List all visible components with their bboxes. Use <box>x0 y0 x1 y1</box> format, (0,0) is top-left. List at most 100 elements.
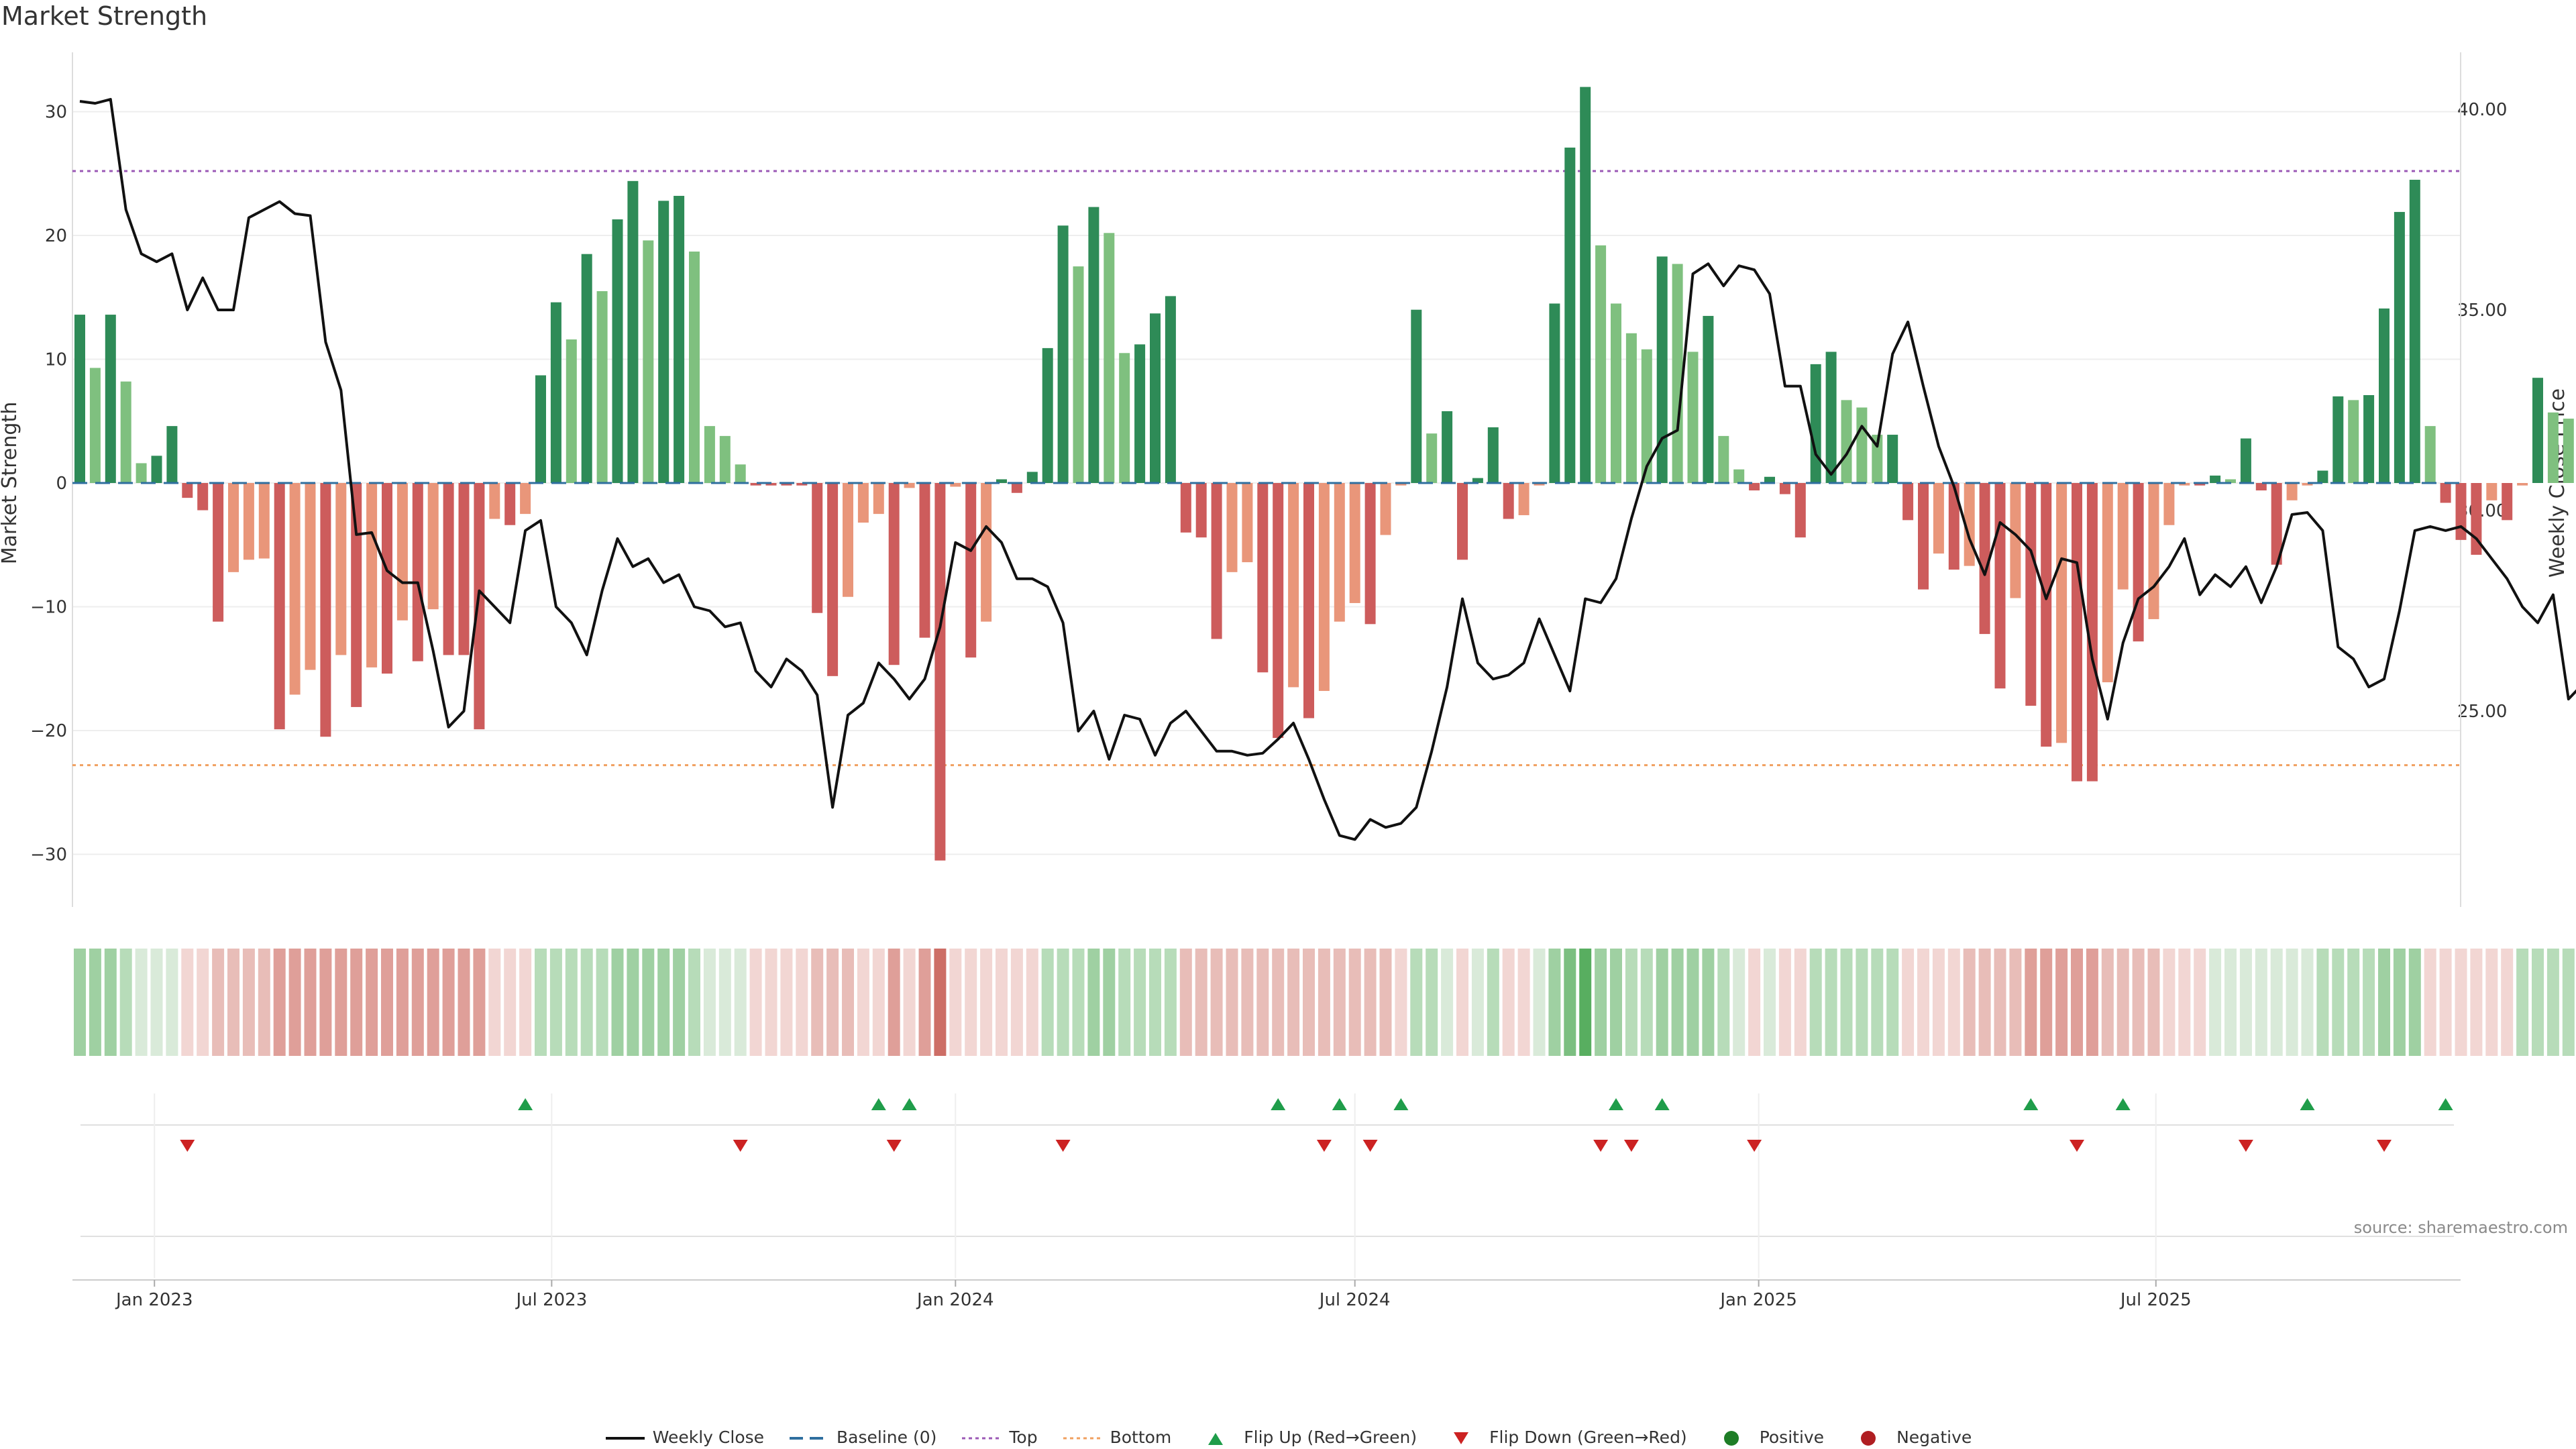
flip-up-marker <box>1654 1098 1670 1110</box>
strength-bar <box>596 291 608 483</box>
strength-strip-cell <box>842 949 854 1056</box>
flip-up-marker <box>1609 1098 1623 1110</box>
strength-bar <box>1979 483 1990 635</box>
strength-bar <box>1242 483 1253 563</box>
strength-bar <box>1749 483 1760 491</box>
strength-strip-cell <box>796 949 808 1056</box>
strength-bar <box>2056 483 2068 743</box>
strength-strip-cell <box>1671 949 1684 1056</box>
strength-strip-cell <box>1072 949 1085 1056</box>
strength-bar <box>1472 478 1483 483</box>
strength-strip-cell <box>780 949 793 1056</box>
strength-strip-cell <box>2163 949 2176 1056</box>
flip-down-marker <box>180 1140 195 1152</box>
strength-strip-cell <box>1840 949 1853 1056</box>
strength-bar <box>1364 483 1376 625</box>
strength-bar <box>643 240 654 483</box>
strength-strip-cell <box>2562 949 2575 1056</box>
strength-strip-cell <box>1364 949 1377 1056</box>
strength-strip-cell <box>2439 949 2452 1056</box>
strength-bar <box>1933 483 1944 554</box>
strength-bar <box>151 455 162 483</box>
strength-strip-cell <box>535 949 547 1056</box>
strength-strip-cell <box>2516 949 2529 1056</box>
y-right-tick-label: 40.00 <box>2457 100 2507 120</box>
strength-strip-cell <box>2501 949 2514 1056</box>
strength-strip-cell <box>2286 949 2298 1056</box>
flip-up-marker <box>1393 1098 1409 1110</box>
legend-label: Top <box>1009 1428 1038 1447</box>
flip-up-marker <box>902 1098 917 1110</box>
strength-bar <box>1026 472 1038 483</box>
strength-strip-cell <box>1195 949 1208 1056</box>
strength-bar <box>1595 245 1607 483</box>
legend-item: Negative <box>1848 1428 1972 1448</box>
strength-bar <box>320 483 331 737</box>
strength-strip-cell <box>1287 949 1300 1056</box>
strength-strip-cell <box>1134 949 1146 1056</box>
strength-strip-cell <box>1118 949 1131 1056</box>
legend-item: Positive <box>1711 1428 1824 1448</box>
strength-bar <box>382 483 392 674</box>
x-tick-label: Jul 2023 <box>515 1290 587 1310</box>
strength-bar <box>919 483 930 638</box>
strength-bar <box>1195 483 1207 538</box>
strength-bar <box>2486 483 2498 500</box>
strength-strip-cell <box>1379 949 1392 1056</box>
flip-down-marker <box>1623 1140 1639 1152</box>
strength-strip-cell <box>2132 949 2145 1056</box>
market-strength-chart: −30−20−10010203025.0030.0035.0040.00Mark… <box>0 52 2576 1310</box>
strength-bar <box>750 483 761 486</box>
strength-bar <box>489 483 500 519</box>
strength-strip-cell <box>273 949 286 1056</box>
strength-bar <box>1718 435 1729 483</box>
strength-bar <box>1764 476 1775 483</box>
strength-bar <box>735 464 746 483</box>
strength-strip-cell <box>1733 949 1746 1056</box>
strength-bar <box>1457 483 1468 560</box>
strength-bar <box>1810 364 1821 483</box>
strength-strip-cell <box>1579 949 1592 1056</box>
strength-strip-cell <box>718 949 731 1056</box>
flip-down-marker <box>733 1140 748 1152</box>
strength-strip-cell <box>1502 949 1515 1056</box>
strength-strip-cell <box>2209 949 2222 1056</box>
strength-bar <box>1872 435 1883 483</box>
strength-strip-cell <box>258 949 270 1056</box>
strength-strip-cell <box>2270 949 2283 1056</box>
strength-strip-cell <box>2086 949 2098 1056</box>
strength-strip-cell <box>1595 949 1607 1056</box>
strength-bar <box>182 483 193 498</box>
strength-strip-cell <box>1149 949 1161 1056</box>
legend-item: Top <box>961 1428 1038 1448</box>
strength-strip-cell <box>872 949 885 1056</box>
strength-strip-cell <box>473 949 486 1056</box>
strength-bar <box>1887 435 1898 483</box>
strength-strip-cell <box>1471 949 1484 1056</box>
strength-strip-cell <box>2071 949 2083 1056</box>
strength-bar <box>2517 483 2528 486</box>
strength-bar <box>243 483 254 560</box>
strength-bar <box>2240 438 2251 483</box>
strength-bar <box>2379 308 2390 483</box>
strength-bar <box>258 483 270 559</box>
flip-down-marker <box>1055 1140 1071 1152</box>
flip-up-marker <box>2438 1098 2453 1110</box>
strength-bar <box>1349 483 1360 603</box>
strength-strip-cell <box>1441 949 1454 1056</box>
strength-strip-cell <box>1656 949 1668 1056</box>
strength-bar <box>2010 483 2021 598</box>
strength-bar <box>1487 427 1499 483</box>
strength-bar <box>1303 483 1314 718</box>
strength-bar <box>1288 483 1299 688</box>
flip-down-marker <box>1593 1140 1609 1152</box>
y-right-tick-label: 25.00 <box>2457 702 2507 722</box>
strength-bars <box>74 87 2574 861</box>
legend-label: Flip Up (Red→Green) <box>1244 1428 1417 1447</box>
strength-strip-cell <box>888 949 900 1056</box>
strength-bar <box>2255 483 2267 491</box>
y-left-tick-label: 0 <box>56 474 67 494</box>
strength-bar <box>166 426 178 483</box>
strength-strip-cell <box>857 949 869 1056</box>
strength-bar <box>2302 483 2313 486</box>
